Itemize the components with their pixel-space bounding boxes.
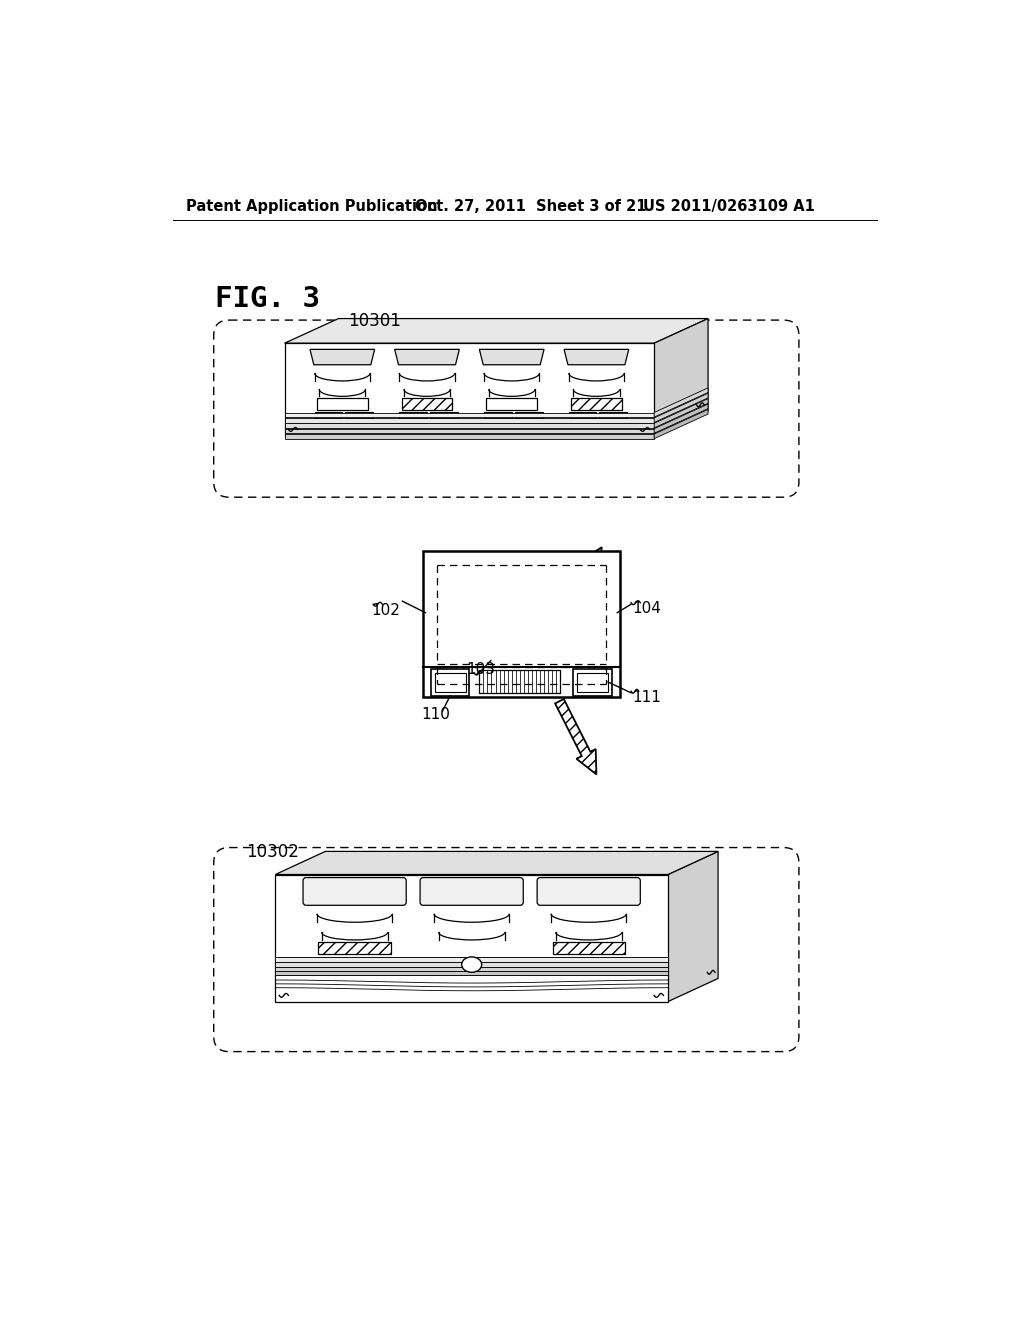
Ellipse shape	[462, 957, 481, 973]
Bar	[484, 412, 512, 418]
Polygon shape	[654, 409, 708, 438]
Bar	[599, 412, 628, 418]
Bar	[285, 412, 654, 417]
Bar	[316, 397, 368, 411]
Bar	[568, 412, 596, 418]
Polygon shape	[564, 350, 629, 364]
Bar	[430, 412, 458, 418]
Bar	[285, 343, 654, 436]
Bar	[486, 397, 538, 411]
Polygon shape	[285, 318, 708, 343]
Polygon shape	[555, 700, 596, 775]
Text: Oct. 27, 2011  Sheet 3 of 21: Oct. 27, 2011 Sheet 3 of 21	[416, 198, 647, 214]
Polygon shape	[554, 548, 602, 619]
Bar	[275, 966, 668, 970]
Bar	[479, 669, 560, 693]
Polygon shape	[394, 350, 460, 364]
Polygon shape	[654, 393, 708, 422]
Bar	[275, 970, 668, 974]
Text: FIG. 3: FIG. 3	[215, 285, 321, 313]
Bar	[285, 418, 654, 422]
Text: 103: 103	[466, 661, 496, 677]
Bar	[435, 673, 466, 692]
Bar	[553, 942, 625, 954]
Text: 10302: 10302	[246, 842, 299, 861]
Polygon shape	[668, 851, 718, 1002]
FancyBboxPatch shape	[538, 878, 640, 906]
Bar	[578, 673, 608, 692]
Bar	[399, 412, 427, 418]
Polygon shape	[654, 388, 708, 417]
Bar	[571, 397, 622, 411]
Bar	[318, 942, 391, 954]
Bar	[275, 957, 668, 962]
Text: 110: 110	[422, 708, 451, 722]
Bar	[285, 434, 654, 438]
Bar	[285, 429, 654, 433]
Bar	[275, 966, 668, 970]
Bar	[314, 412, 342, 418]
Polygon shape	[479, 350, 544, 364]
Bar	[275, 874, 668, 1002]
Bar	[515, 412, 543, 418]
Bar	[275, 970, 668, 974]
Text: US 2011/0263109 A1: US 2011/0263109 A1	[643, 198, 814, 214]
Polygon shape	[310, 350, 375, 364]
Bar	[275, 962, 668, 966]
Text: 104: 104	[633, 602, 662, 616]
Text: 111: 111	[633, 690, 662, 705]
Bar	[275, 957, 668, 962]
Text: 10301: 10301	[348, 313, 401, 330]
Bar	[275, 966, 668, 970]
Bar	[275, 970, 668, 974]
Bar	[573, 669, 611, 696]
Bar	[285, 424, 654, 428]
FancyBboxPatch shape	[303, 878, 407, 906]
Bar	[431, 669, 469, 696]
Bar	[275, 962, 668, 966]
FancyBboxPatch shape	[420, 878, 523, 906]
Bar	[423, 552, 620, 697]
Bar	[275, 957, 668, 962]
Polygon shape	[654, 404, 708, 433]
Bar	[275, 962, 668, 966]
Polygon shape	[275, 851, 718, 874]
Polygon shape	[654, 399, 708, 428]
Bar	[401, 397, 453, 411]
Polygon shape	[654, 318, 708, 436]
Text: 102: 102	[372, 603, 400, 618]
Text: Patent Application Publication: Patent Application Publication	[186, 198, 437, 214]
Bar	[345, 412, 373, 418]
